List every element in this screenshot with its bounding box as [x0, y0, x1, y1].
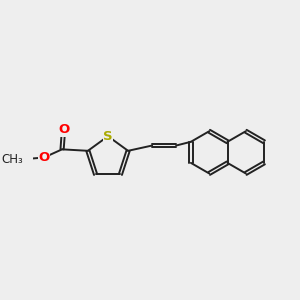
Text: S: S [103, 130, 113, 143]
Text: CH₃: CH₃ [2, 152, 23, 166]
Text: O: O [38, 151, 50, 164]
Text: O: O [58, 123, 69, 136]
